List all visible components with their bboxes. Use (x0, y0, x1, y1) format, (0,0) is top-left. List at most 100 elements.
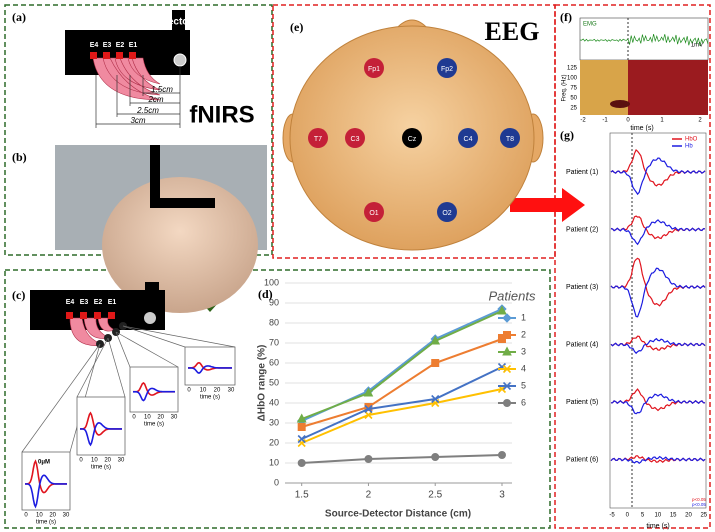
tick-label: 1 (660, 118, 664, 124)
label: Detector (152, 17, 193, 28)
axis-label: time (s) (630, 125, 653, 132)
row-label: Patient (6) (566, 456, 598, 463)
panel-frame (4, 269, 551, 529)
emg-trace (579, 34, 709, 46)
y-tick-label: 90 (269, 297, 279, 307)
label: E1 (108, 299, 117, 306)
label: 0μM (38, 460, 50, 466)
point (431, 359, 440, 367)
tick-label: 50 (570, 96, 577, 102)
tick-label: 20 (49, 513, 56, 519)
device (30, 290, 165, 330)
axis-label: time (s) (144, 422, 164, 428)
legend-marker (503, 331, 511, 339)
emitters (66, 312, 115, 319)
arrow (510, 188, 585, 222)
electrode (437, 202, 457, 222)
tick-label: 10 (144, 415, 151, 421)
legend-label: HbO (685, 137, 698, 143)
point (363, 387, 374, 397)
tick-label: 0 (132, 415, 136, 421)
series-line (301, 338, 503, 428)
trace (610, 393, 706, 415)
legend-marker (502, 313, 512, 323)
label: 1mV (691, 43, 703, 49)
legend-label: 1 (521, 312, 526, 322)
photo-head (102, 177, 258, 313)
axis-label: ΔHbO range (%) (257, 345, 268, 422)
point (297, 434, 306, 444)
trace (610, 149, 706, 187)
tick-label: 125 (567, 66, 578, 72)
tick-label: 10 (200, 388, 207, 394)
legend-title: Patients (489, 288, 536, 303)
label: E2 (116, 42, 125, 49)
panel-label: (c) (12, 288, 25, 302)
panel-label: (d) (258, 287, 273, 301)
dimension-lines (95, 66, 181, 128)
photo-mask (150, 145, 160, 207)
y-tick-label: 100 (264, 277, 279, 287)
electrode-label: C4 (464, 136, 473, 143)
axis-label: time (s) (646, 523, 669, 530)
point (364, 455, 373, 463)
tick-label: 20 (214, 388, 221, 394)
point (296, 413, 307, 423)
tick-label: 10 (655, 513, 662, 519)
point (297, 423, 306, 431)
electrode-label: T8 (506, 136, 514, 143)
row-label: Patient (3) (566, 284, 598, 291)
legend-marker (503, 399, 511, 407)
trace (610, 157, 706, 196)
tick-label: 10 (36, 513, 43, 519)
y-tick-label: 10 (269, 457, 279, 467)
panel-label: (g) (560, 128, 574, 142)
trace (610, 257, 706, 307)
tick-label: -2 (580, 118, 586, 124)
point (364, 410, 373, 420)
x-tick-label: 2 (366, 490, 372, 501)
electrode (402, 128, 422, 148)
legend-label: Hb (685, 144, 693, 150)
row-label: Patient (4) (566, 341, 598, 348)
series-line (301, 366, 503, 440)
electrode-label: Fp1 (368, 66, 380, 73)
row-label: Patient (2) (566, 226, 598, 233)
y-tick-label: 80 (269, 317, 279, 327)
inset-trace (80, 421, 122, 447)
trace (610, 267, 706, 318)
electrode-label: Cz (408, 136, 417, 143)
tick-label: 2 (698, 118, 702, 124)
tick-label: 10 (91, 458, 98, 464)
row-label: Patient (1) (566, 169, 598, 176)
panel-label: (e) (290, 20, 303, 34)
axis-label: time (s) (91, 465, 111, 471)
point (364, 404, 373, 414)
tick-label: 0 (79, 458, 83, 464)
title: EEG (485, 17, 540, 46)
inset-trace (188, 365, 232, 374)
point (497, 305, 507, 315)
series-line (301, 454, 503, 464)
panel-frame (554, 4, 711, 529)
label: E4 (90, 42, 99, 49)
x-tick-label: 1.5 (295, 490, 309, 501)
panel-label: (f) (560, 10, 572, 24)
legend-label: 4 (521, 363, 526, 373)
electrode-label: O1 (369, 210, 378, 217)
point (431, 394, 440, 404)
tick-label: 25 (700, 513, 707, 519)
axis-label: time (s) (200, 395, 220, 401)
title: fNIRS (189, 101, 254, 128)
electrode (458, 128, 478, 148)
tick-label: 0 (187, 388, 191, 394)
electrode (308, 128, 328, 148)
label: E3 (80, 299, 89, 306)
tick-label: 0 (24, 513, 28, 519)
label: 2cm (147, 95, 163, 104)
label: EMG (583, 22, 597, 28)
tick-label: 0 (626, 513, 630, 519)
legend-label: 3 (521, 346, 526, 356)
electrode (437, 58, 457, 78)
inset-leaders (21, 325, 236, 453)
